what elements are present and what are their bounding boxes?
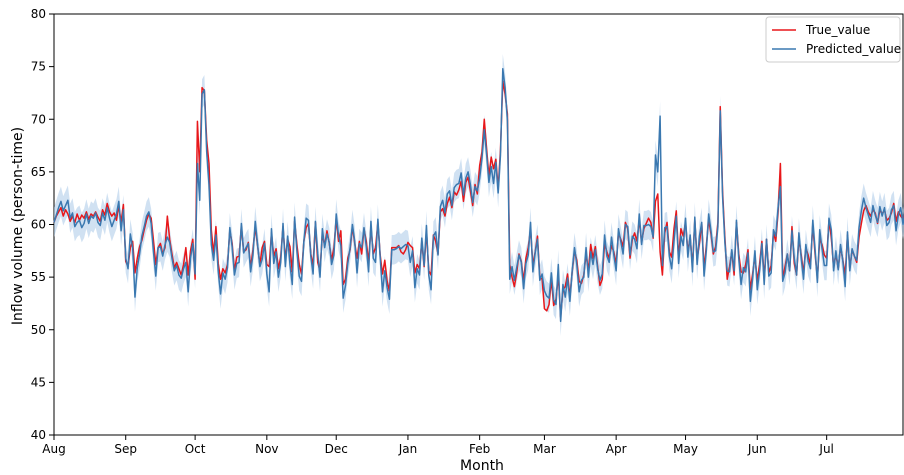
series-lines xyxy=(53,67,904,323)
x-tick-label: Jan xyxy=(398,442,418,456)
x-tick-label: May xyxy=(673,442,698,456)
legend: True_value Predicted_value xyxy=(765,16,901,63)
x-axis: Aug Sep Oct Nov Dec Jan Feb Mar Apr May Jun Jul xyxy=(42,435,834,456)
y-tick-label: 80 xyxy=(31,7,46,21)
x-tick-label: Sep xyxy=(114,442,137,456)
plot-area xyxy=(53,13,904,436)
legend-label-predicted-value: Predicted_value xyxy=(806,42,901,56)
x-tick-label: Dec xyxy=(325,442,348,456)
y-tick-label: 60 xyxy=(31,218,46,232)
y-tick-label: 45 xyxy=(31,375,46,389)
y-axis: 40 45 50 55 60 65 70 75 80 xyxy=(31,7,54,442)
x-tick-label: Nov xyxy=(255,442,278,456)
y-tick-label: 40 xyxy=(31,428,46,442)
legend-box xyxy=(765,16,901,63)
y-axis-label: Inflow volume (person-time) xyxy=(10,127,26,325)
y-tick-label: 65 xyxy=(31,165,46,179)
y-tick-label: 70 xyxy=(31,112,46,126)
x-tick-label: Apr xyxy=(606,442,627,456)
x-tick-label: Aug xyxy=(42,442,65,456)
legend-label-true-value: True_value xyxy=(805,23,870,37)
series-line-predicted-value xyxy=(53,67,904,323)
x-tick-label: Jul xyxy=(818,442,833,456)
y-tick-label: 75 xyxy=(31,60,46,74)
x-tick-label: Feb xyxy=(469,442,490,456)
x-tick-label: Jun xyxy=(747,442,767,456)
x-tick-label: Mar xyxy=(533,442,556,456)
y-tick-label: 50 xyxy=(31,323,46,337)
y-tick-label: 55 xyxy=(31,270,46,284)
x-tick-label: Oct xyxy=(185,442,206,456)
predicted-confidence-band xyxy=(54,54,904,337)
x-axis-label: Month xyxy=(460,458,504,474)
confidence-band-layer xyxy=(54,54,904,337)
